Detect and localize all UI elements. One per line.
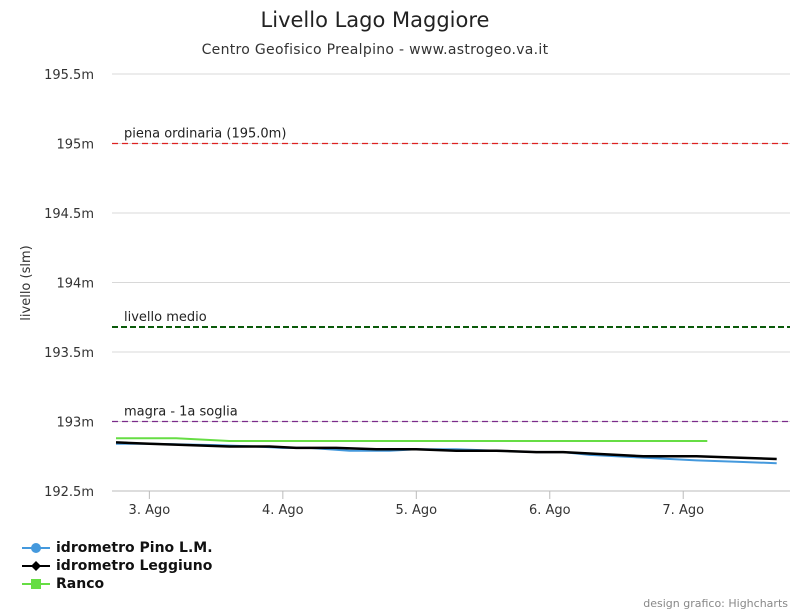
legend-label: Ranco <box>56 576 105 592</box>
y-tick-label: 192.5m <box>44 485 94 500</box>
y-axis-label: livello (slm) <box>19 245 34 320</box>
legend-item[interactable]: idrometro Pino L.M. <box>22 539 213 557</box>
series-line-2 <box>115 441 777 461</box>
y-tick-label: 195.5m <box>44 68 94 83</box>
chart-title: Livello Lago Maggiore <box>260 8 490 32</box>
legend-symbol <box>22 561 50 571</box>
x-tick-label: 6. Ago <box>529 503 571 518</box>
x-tick-label: 5. Ago <box>395 503 437 518</box>
legend-symbol <box>22 579 50 589</box>
x-tick-label: 3. Ago <box>129 503 171 518</box>
legend-symbol <box>22 543 50 553</box>
axes: 192.5m 193m 193.5m 194m 194.5m 195m 195.5m 3. A… <box>44 68 790 518</box>
series-line-3 <box>116 437 708 442</box>
y-tick-label: 193.5m <box>44 346 94 361</box>
y-tick-label: 194.5m <box>44 207 94 222</box>
y-tick-label: 194m <box>57 277 94 292</box>
legend-marker-icon <box>31 543 41 553</box>
chart-subtitle: Centro Geofisico Prealpino - www.astroge… <box>201 42 549 58</box>
legend: idrometro Pino L.M. idrometro Leggiuno Ran… <box>22 539 213 593</box>
x-tick-label: 4. Ago <box>262 503 304 518</box>
legend-label: idrometro Pino L.M. <box>56 540 213 556</box>
plot-line-label: magra - 1a soglia <box>124 405 238 420</box>
plot-line-label: livello medio <box>124 310 207 325</box>
series <box>115 437 777 465</box>
x-tick-label: 7. Ago <box>662 503 704 518</box>
y-tick-label: 193m <box>57 416 94 431</box>
plot-lines: piena ordinaria (195.0m) livello medio mag… <box>112 127 790 423</box>
legend-marker-icon <box>31 561 41 571</box>
y-tick-label: 195m <box>57 138 94 153</box>
credits-label[interactable]: design grafico: Highcharts <box>643 597 788 610</box>
legend-item[interactable]: Ranco <box>22 575 213 593</box>
legend-label: idrometro Leggiuno <box>56 558 213 574</box>
legend-item[interactable]: idrometro Leggiuno <box>22 557 213 575</box>
legend-marker-icon <box>31 579 41 589</box>
plot-line-label: piena ordinaria (195.0m) <box>124 127 286 142</box>
